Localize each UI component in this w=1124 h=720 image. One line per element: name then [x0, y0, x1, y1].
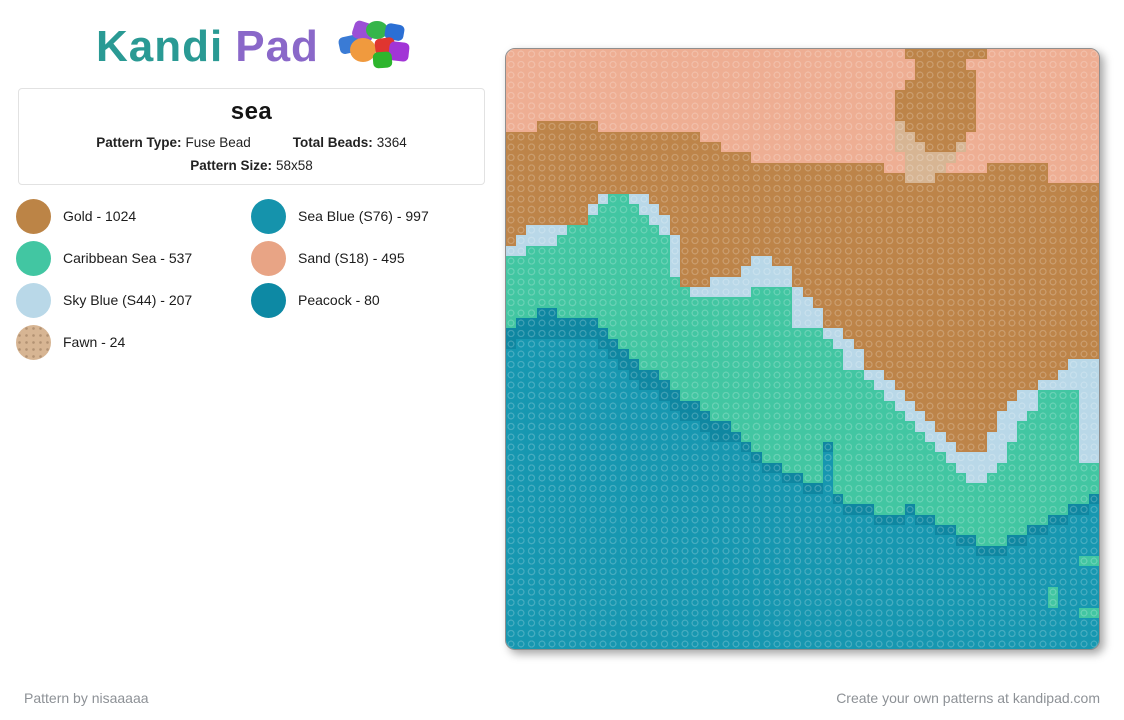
legend-item: Sea Blue (S76) - 997 — [251, 198, 481, 234]
pattern-type-label: Pattern Type: — [96, 135, 182, 150]
legend-label: Peacock - 80 — [298, 292, 380, 308]
legend-item: Fawn - 24 — [16, 324, 246, 360]
color-swatch — [251, 198, 286, 234]
pattern-author: Pattern by nisaaaaa — [24, 690, 149, 706]
site-promo-text: Create your own patterns at kandipad.com — [836, 690, 1100, 706]
logo-text: Kandi Pad — [96, 21, 319, 71]
legend-column-left: Gold - 1024 Caribbean Sea - 537 Sky Blue (… — [16, 198, 246, 366]
color-swatch — [16, 198, 51, 234]
bead-pattern-canvas[interactable] — [505, 48, 1100, 650]
pattern-size-value: 58x58 — [275, 158, 313, 173]
total-beads: Total Beads: 3364 — [293, 135, 407, 150]
legend-label: Gold - 1024 — [63, 208, 137, 224]
legend-column-right: Sea Blue (S76) - 997 Sand (S18) - 495 Peac… — [251, 198, 481, 324]
legend-item: Sand (S18) - 495 — [251, 240, 481, 276]
color-swatch — [16, 324, 51, 360]
legend-item: Gold - 1024 — [16, 198, 246, 234]
legend-label: Caribbean Sea - 537 — [63, 250, 193, 266]
color-swatch — [251, 240, 286, 276]
legend-label: Sky Blue (S44) - 207 — [63, 292, 193, 308]
pattern-type: Pattern Type: Fuse Bead — [96, 135, 251, 150]
legend-label: Sand (S18) - 495 — [298, 250, 405, 266]
logo-pad: Pad — [235, 21, 319, 71]
pattern-size-label: Pattern Size: — [190, 158, 272, 173]
beads-cluster-icon — [333, 18, 411, 75]
pattern-meta-row: Pattern Type: Fuse Bead Total Beads: 3364 — [19, 135, 484, 150]
color-swatch — [16, 282, 51, 318]
legend-item: Peacock - 80 — [251, 282, 481, 318]
legend-label: Sea Blue (S76) - 997 — [298, 208, 429, 224]
pattern-info-card: sea Pattern Type: Fuse Bead Total Beads: 3… — [18, 88, 485, 185]
pattern-type-value: Fuse Bead — [185, 135, 251, 150]
bead-grid[interactable] — [506, 49, 1099, 649]
color-swatch — [251, 282, 286, 318]
color-swatch — [16, 240, 51, 276]
pattern-size: Pattern Size: 58x58 — [19, 158, 484, 173]
total-beads-label: Total Beads: — [292, 135, 373, 150]
kandipad-logo: Kandi Pad — [96, 18, 411, 75]
pattern-title: sea — [230, 98, 273, 125]
logo-kandi: Kandi — [96, 21, 224, 71]
legend-item: Caribbean Sea - 537 — [16, 240, 246, 276]
legend-label: Fawn - 24 — [63, 334, 126, 350]
legend-item: Sky Blue (S44) - 207 — [16, 282, 246, 318]
total-beads-value: 3364 — [376, 135, 407, 150]
